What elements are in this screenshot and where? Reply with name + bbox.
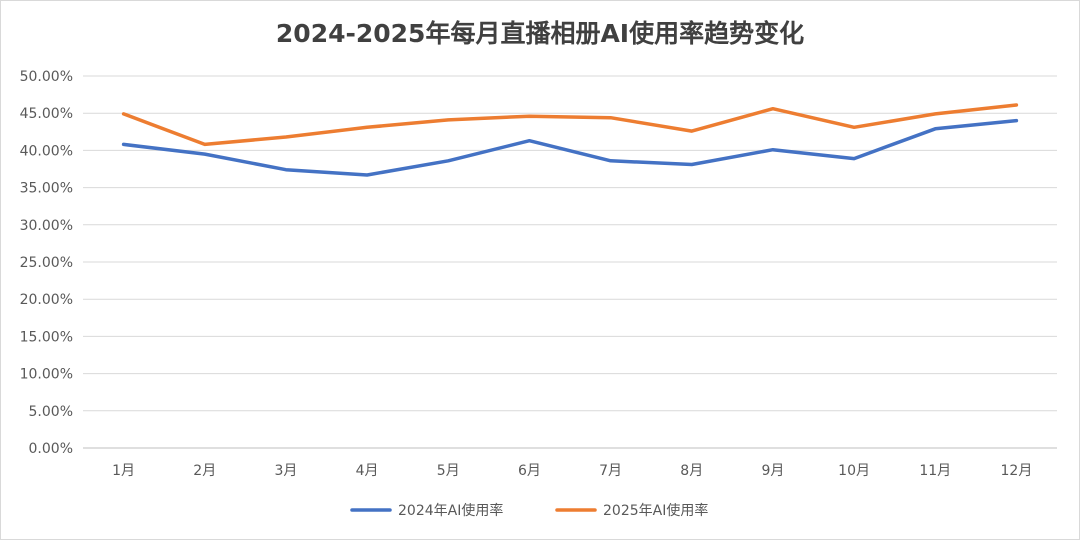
- x-tick-label: 1月: [112, 463, 135, 479]
- y-tick-label: 35.00%: [20, 181, 73, 197]
- x-tick-label: 8月: [680, 463, 703, 479]
- x-tick-label: 2月: [193, 463, 216, 479]
- legend-label-1: 2024年AI使用率: [398, 502, 503, 519]
- x-tick-label: 10月: [838, 463, 870, 479]
- y-tick-label: 45.00%: [20, 106, 73, 122]
- series-line-2: [121, 103, 1019, 147]
- y-tick-label: 5.00%: [29, 404, 73, 420]
- x-tick-label: 7月: [599, 463, 622, 479]
- x-axis-ticks: 1月 2月 3月 4月 5月 6月 7月 8月 9月 10月 11月 12月: [112, 463, 1032, 479]
- y-tick-label: 10.00%: [20, 367, 73, 383]
- y-tick-label: 0.00%: [29, 441, 73, 457]
- legend-label-2: 2025年AI使用率: [603, 502, 708, 519]
- y-tick-label: 25.00%: [20, 255, 73, 271]
- y-tick-label: 40.00%: [20, 143, 73, 159]
- y-axis-ticks: 0.00% 5.00% 10.00% 15.00% 20.00% 25.00% 30.00%…: [20, 69, 73, 457]
- x-tick-label: 3月: [274, 463, 297, 479]
- x-tick-label: 9月: [761, 463, 784, 479]
- chart-title: 2024-2025年每月直播相册AI使用率趋势变化: [276, 19, 804, 48]
- y-tick-label: 15.00%: [20, 329, 73, 345]
- legend: 2024年AI使用率 2025年AI使用率: [350, 502, 708, 519]
- y-tick-label: 30.00%: [20, 218, 73, 234]
- x-tick-label: 12月: [1001, 463, 1033, 479]
- series-line-1: [121, 118, 1019, 177]
- grid-lines: [83, 75, 1057, 449]
- x-tick-label: 4月: [356, 463, 379, 479]
- x-tick-label: 11月: [919, 463, 951, 479]
- x-tick-label: 5月: [437, 463, 460, 479]
- x-tick-label: 6月: [518, 463, 541, 479]
- y-tick-label: 50.00%: [20, 69, 73, 85]
- y-tick-label: 20.00%: [20, 292, 73, 308]
- series-lines: [121, 103, 1019, 177]
